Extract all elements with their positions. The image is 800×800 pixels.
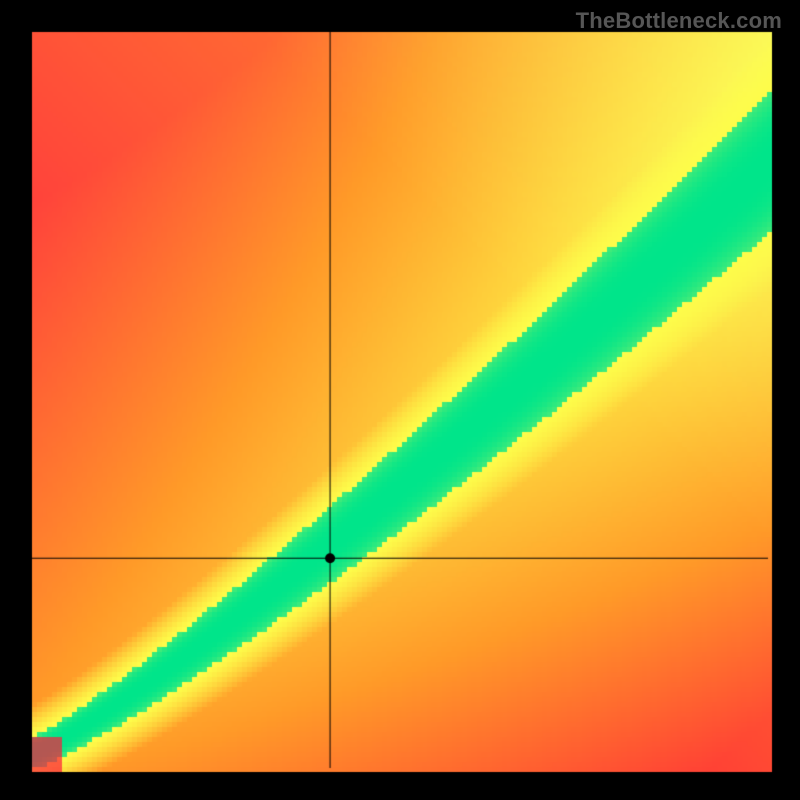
watermark-text: TheBottleneck.com (576, 8, 782, 34)
chart-container: TheBottleneck.com (0, 0, 800, 800)
bottleneck-heatmap (0, 0, 800, 800)
